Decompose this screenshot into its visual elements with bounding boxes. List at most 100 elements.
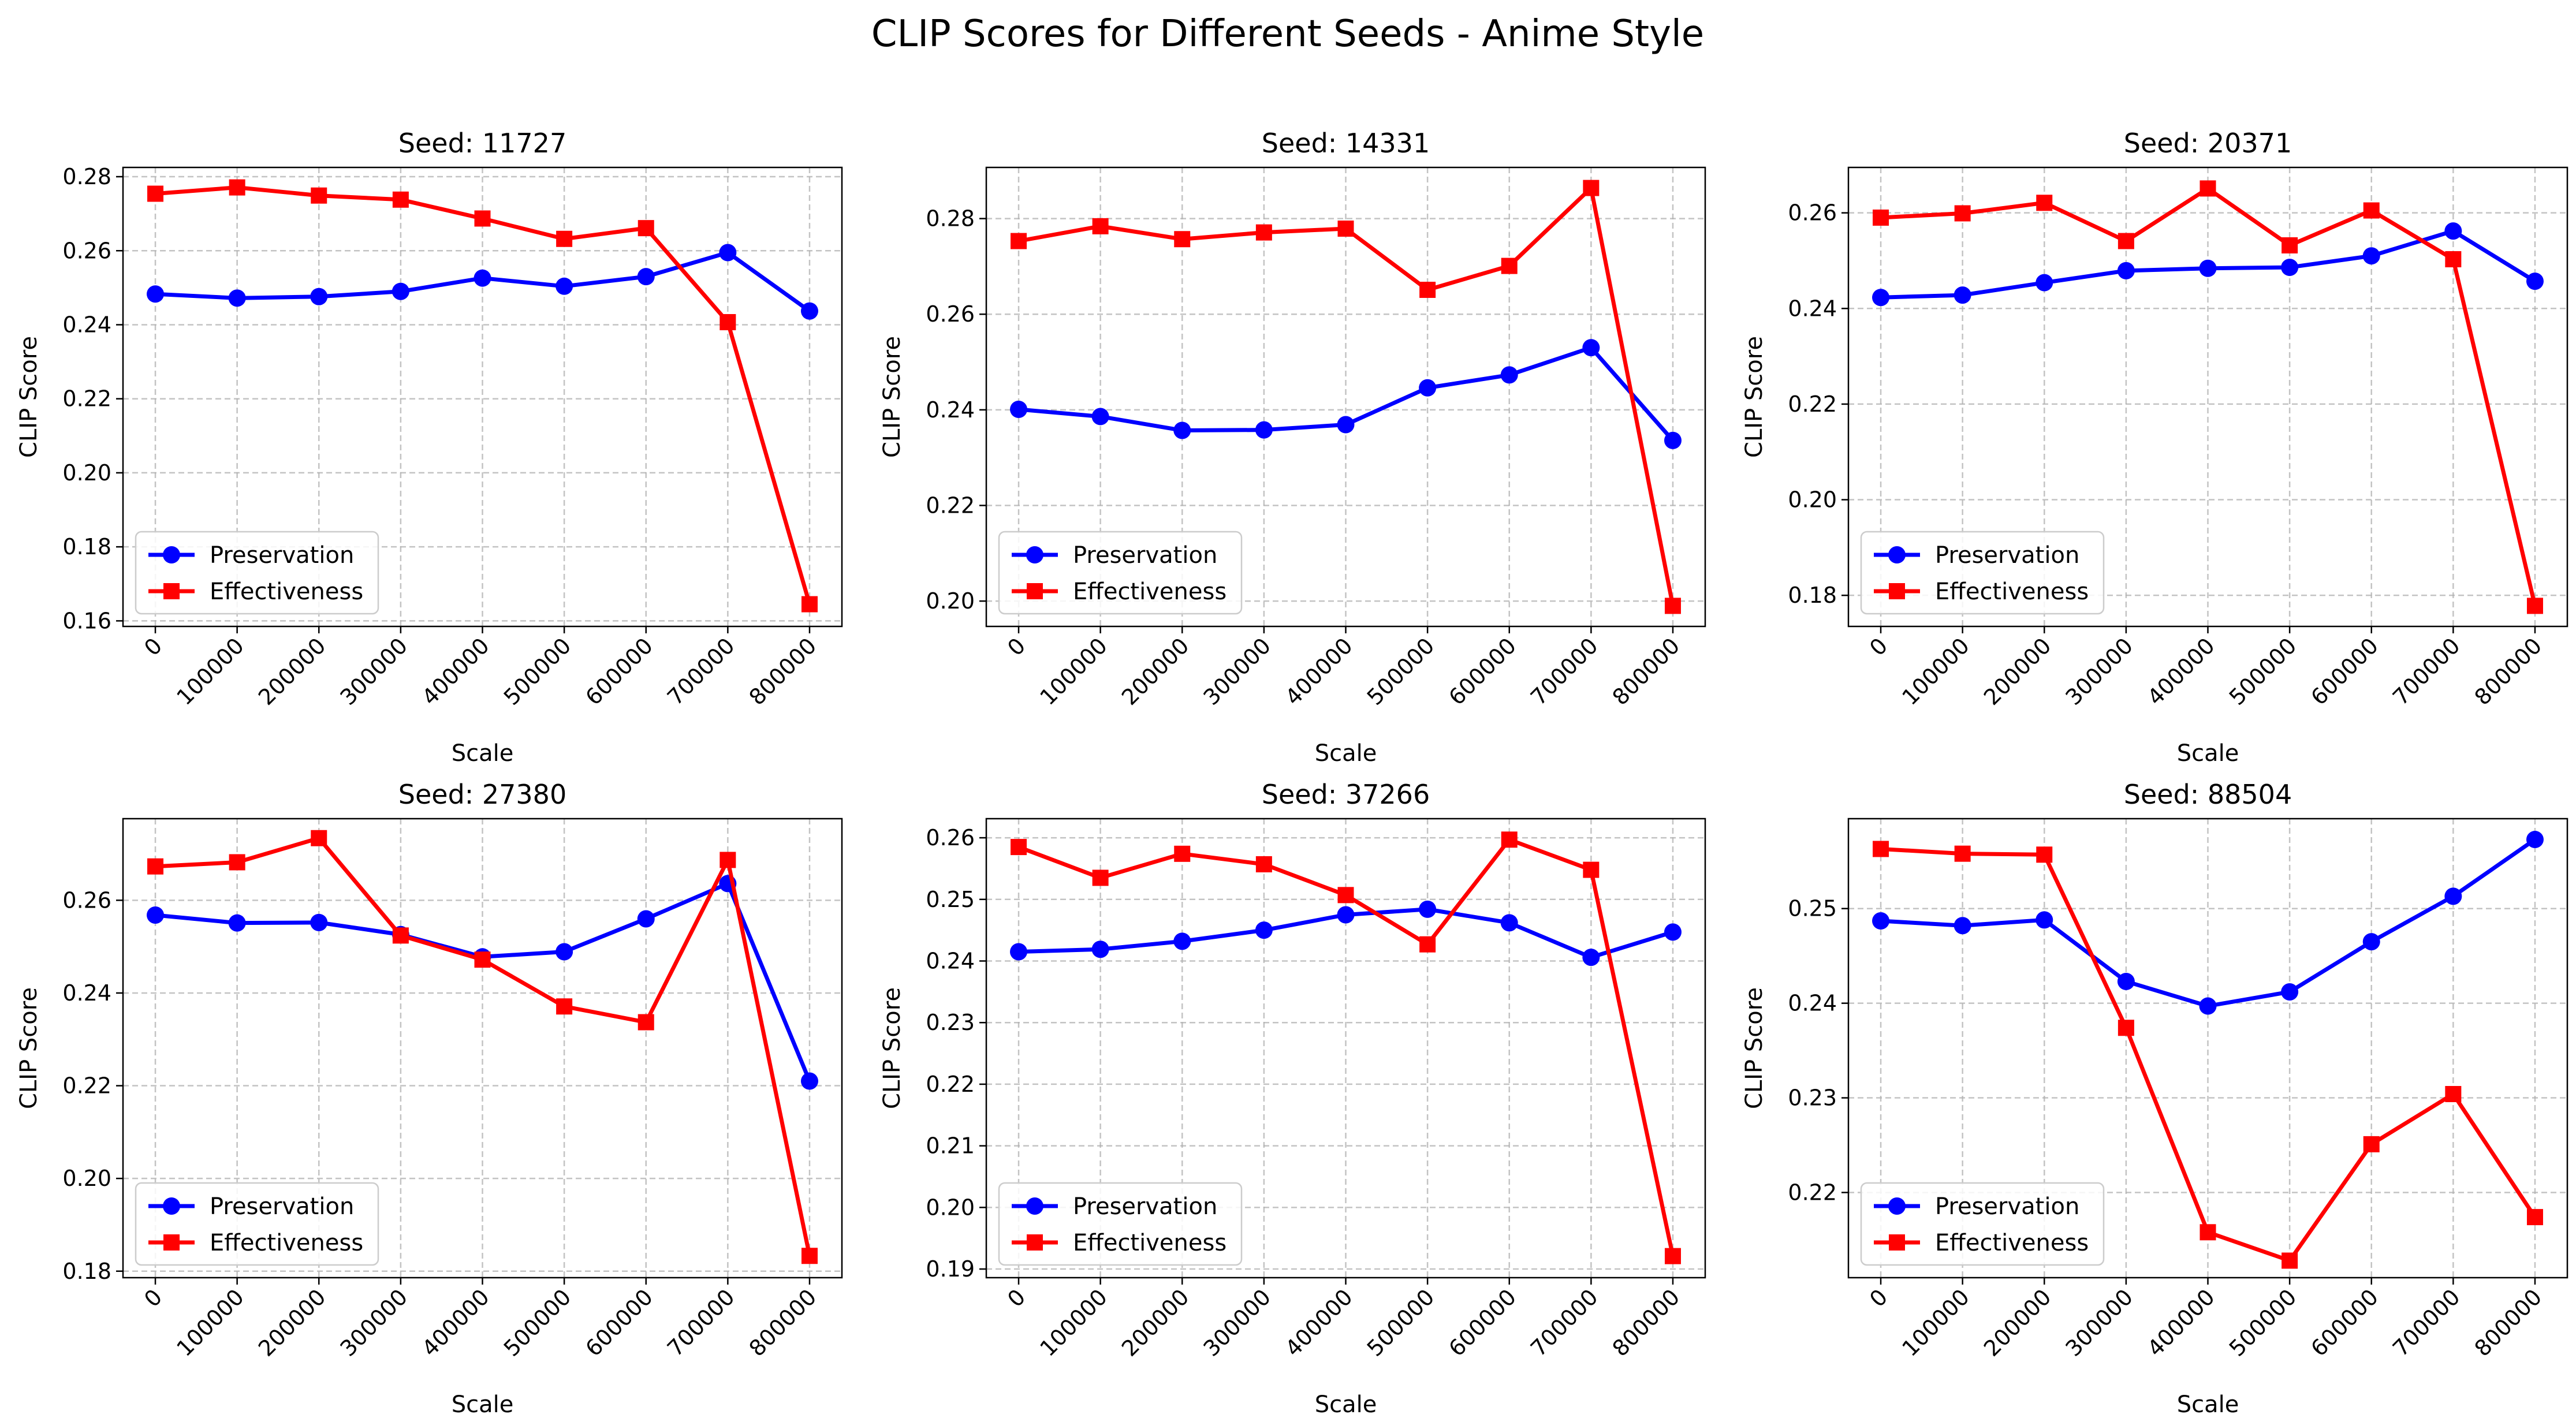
chart-0-ytick-label-1: 0.18 bbox=[62, 534, 111, 559]
chart-1-preservation-point-1 bbox=[1091, 408, 1109, 426]
chart-4-preservation-point-3 bbox=[1255, 921, 1273, 939]
chart-5-preservation-point-6 bbox=[2362, 933, 2380, 951]
chart-4-ytick-label-1: 0.20 bbox=[926, 1195, 975, 1220]
chart-4-title: Seed: 37266 bbox=[1262, 779, 1430, 810]
chart-0-effectiveness-point-2 bbox=[311, 187, 327, 204]
figure-suptitle: CLIP Scores for Different Seeds - Anime … bbox=[871, 13, 1704, 55]
chart-1-ytick-label-2: 0.24 bbox=[926, 397, 975, 423]
chart-5-effectiveness-point-7 bbox=[2445, 1086, 2462, 1102]
chart-0-xtick-label-6: 600000 bbox=[580, 633, 658, 710]
chart-2-effectiveness-point-7 bbox=[2445, 251, 2462, 267]
chart-4-effectiveness-point-6 bbox=[1501, 831, 1518, 848]
chart-2-xtick-label-3: 300000 bbox=[2061, 633, 2138, 710]
chart-4-preservation-point-1 bbox=[1091, 940, 1109, 958]
chart-0-effectiveness-point-7 bbox=[720, 313, 736, 330]
chart-5-effectiveness-point-1 bbox=[1954, 845, 1971, 862]
chart-0-xtick-label-8: 800000 bbox=[744, 633, 822, 710]
chart-3-ytick-label-0: 0.18 bbox=[62, 1259, 111, 1284]
chart-1-effectiveness-point-8 bbox=[1664, 598, 1681, 614]
chart-1-xtick-label-5: 500000 bbox=[1362, 633, 1440, 710]
chart-1-preservation-point-4 bbox=[1337, 416, 1355, 434]
chart-4: 0.19 0.20 0.21 0.22 0.23 0.24 0.25 0.26 0 100000 2… bbox=[879, 779, 1706, 1418]
chart-2-preservation-point-8 bbox=[2526, 273, 2544, 290]
chart-1-effectiveness-point-1 bbox=[1092, 218, 1109, 234]
chart-3-legend-effectiveness-marker bbox=[163, 1234, 180, 1251]
chart-5-xtick-label-1: 100000 bbox=[1897, 1284, 1974, 1361]
chart-2-effectiveness-point-3 bbox=[2118, 233, 2134, 249]
chart-5-xtick-label-6: 600000 bbox=[2306, 1284, 2383, 1361]
chart-1-effectiveness-point-2 bbox=[1174, 231, 1191, 248]
chart-2-ylabel: CLIP Score bbox=[1741, 336, 1768, 458]
chart-5-ytick-label-3: 0.25 bbox=[1788, 896, 1837, 921]
chart-5-preservation-point-4 bbox=[2199, 997, 2217, 1015]
chart-1-xtick-label-6: 600000 bbox=[1444, 633, 1521, 710]
chart-2-xtick-label-5: 500000 bbox=[2224, 633, 2302, 710]
chart-5-effectiveness-point-8 bbox=[2526, 1209, 2543, 1226]
chart-1-preservation-point-3 bbox=[1255, 421, 1273, 439]
chart-5-effectiveness-point-0 bbox=[1873, 841, 1889, 857]
chart-0: 0.16 0.18 0.20 0.22 0.24 0.26 0.28 0 100000 20000… bbox=[16, 128, 843, 767]
chart-5-effectiveness-point-3 bbox=[2118, 1020, 2134, 1036]
chart-5-legend-effectiveness-marker bbox=[1889, 1234, 1905, 1251]
chart-2-effectiveness-point-4 bbox=[2200, 180, 2216, 197]
chart-1-xtick-label-4: 400000 bbox=[1280, 633, 1358, 710]
chart-4-legend-preservation-marker bbox=[1026, 1197, 1043, 1215]
chart-5-effectiveness-point-6 bbox=[2363, 1136, 2380, 1152]
chart-2: 0.18 0.20 0.22 0.24 0.26 0 100000 200000 300000 4… bbox=[1741, 128, 2568, 767]
chart-4-xtick-label-0: 0 bbox=[1002, 1284, 1030, 1312]
chart-2-legend bbox=[1860, 531, 2105, 615]
chart-1-xtick-label-1: 100000 bbox=[1035, 633, 1112, 710]
chart-5-preservation-point-0 bbox=[1872, 912, 1890, 930]
chart-1-ytick-label-3: 0.26 bbox=[926, 301, 975, 327]
chart-5-preservation-point-7 bbox=[2444, 887, 2462, 905]
chart-2-legend-effectiveness-label: Effectiveness bbox=[1935, 578, 2089, 605]
chart-5-legend-preservation-marker bbox=[1888, 1197, 1906, 1215]
chart-3-xtick-label-6: 600000 bbox=[580, 1284, 658, 1361]
chart-0-xtick-label-7: 700000 bbox=[662, 633, 740, 710]
chart-2-effectiveness-point-1 bbox=[1954, 205, 1971, 222]
chart-1-effectiveness-point-0 bbox=[1011, 233, 1027, 249]
chart-2-xtick-label-7: 700000 bbox=[2388, 633, 2465, 710]
chart-3-xtick-label-0: 0 bbox=[139, 1284, 167, 1312]
chart-2-xtick-label-8: 800000 bbox=[2470, 633, 2547, 710]
chart-2-ytick-label-3: 0.24 bbox=[1788, 296, 1837, 321]
chart-4-xtick-label-3: 300000 bbox=[1199, 1284, 1276, 1361]
chart-3-preservation-point-2 bbox=[310, 913, 328, 931]
chart-2-ytick-label-0: 0.18 bbox=[1788, 583, 1837, 608]
chart-5-preservation-point-8 bbox=[2526, 831, 2544, 849]
chart-3-ytick-label-3: 0.24 bbox=[62, 980, 111, 1006]
chart-2-legend-preservation-marker bbox=[1888, 546, 1906, 563]
chart-0-ytick-label-0: 0.16 bbox=[62, 608, 111, 633]
chart-3-xtick-label-2: 200000 bbox=[254, 1284, 331, 1361]
chart-0-preservation-point-1 bbox=[228, 289, 246, 307]
chart-3-xtick-label-5: 500000 bbox=[499, 1284, 576, 1361]
chart-0-xlabel: Scale bbox=[452, 740, 514, 767]
chart-5-ytick-label-0: 0.22 bbox=[1788, 1180, 1837, 1205]
chart-0-title: Seed: 11727 bbox=[398, 128, 566, 159]
chart-5-title: Seed: 88504 bbox=[2124, 779, 2292, 810]
chart-4-ytick-label-4: 0.23 bbox=[926, 1010, 975, 1035]
chart-1-ytick-label-4: 0.28 bbox=[926, 206, 975, 232]
chart-2-effectiveness-point-6 bbox=[2363, 202, 2380, 219]
chart-2-preservation-point-5 bbox=[2281, 259, 2299, 277]
chart-4-xtick-label-6: 600000 bbox=[1444, 1284, 1521, 1361]
chart-1-xtick-label-8: 800000 bbox=[1608, 633, 1685, 710]
chart-3-xlabel: Scale bbox=[452, 1391, 514, 1418]
chart-1-xtick-label-7: 700000 bbox=[1526, 633, 1603, 710]
chart-3-effectiveness-point-8 bbox=[801, 1248, 818, 1264]
chart-4-legend-preservation-label: Preservation bbox=[1073, 1193, 1217, 1220]
chart-2-preservation-point-6 bbox=[2362, 247, 2380, 265]
chart-2-preservation-point-4 bbox=[2199, 259, 2217, 277]
chart-3-preservation-point-8 bbox=[800, 1072, 818, 1090]
chart-2-preservation-point-1 bbox=[1954, 286, 1971, 304]
chart-4-ytick-label-6: 0.25 bbox=[926, 887, 975, 912]
chart-0-effectiveness-point-5 bbox=[556, 230, 573, 247]
chart-1-effectiveness-point-3 bbox=[1255, 224, 1272, 241]
chart-4-effectiveness-point-5 bbox=[1419, 936, 1436, 953]
chart-4-ytick-label-0: 0.19 bbox=[926, 1256, 975, 1282]
chart-3-title: Seed: 27380 bbox=[398, 779, 566, 810]
chart-0-preservation-point-8 bbox=[800, 302, 818, 320]
chart-2-xlabel: Scale bbox=[2177, 740, 2239, 767]
chart-4-preservation-point-8 bbox=[1664, 923, 1682, 941]
chart-4-ytick-label-5: 0.24 bbox=[926, 949, 975, 974]
